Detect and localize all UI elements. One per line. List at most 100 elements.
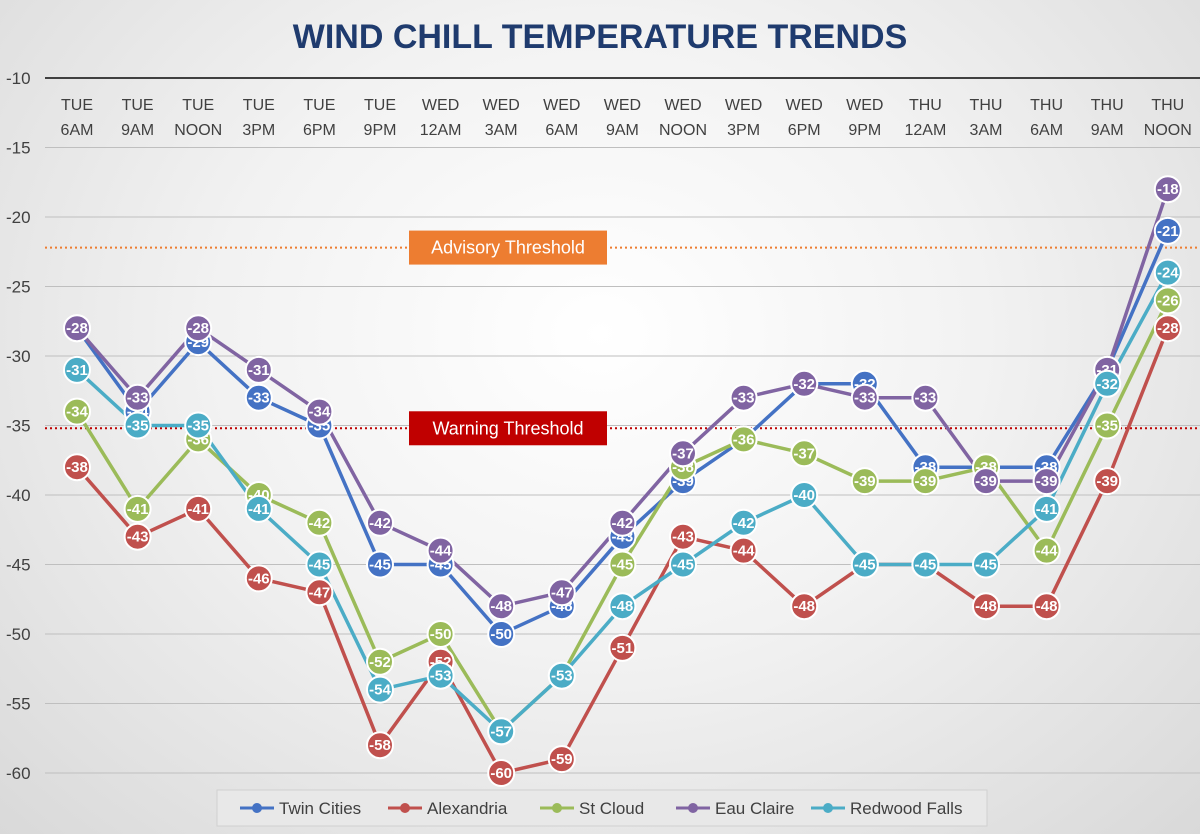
- y-tick-label: -55: [6, 695, 31, 714]
- data-label: -44: [1036, 543, 1058, 560]
- data-point: [790, 369, 819, 398]
- data-label: -60: [490, 765, 512, 782]
- threshold-label: Warning Threshold: [432, 418, 583, 438]
- data-point: [63, 453, 91, 482]
- data-label: -45: [612, 557, 634, 574]
- x-tick-label: TUE 9PM: [364, 97, 397, 139]
- data-label: -42: [369, 515, 391, 532]
- data-label: -26: [1157, 292, 1179, 309]
- chart-title: WIND CHILL TEMPERATURE TRENDS: [293, 18, 908, 56]
- y-tick-label: -45: [6, 556, 31, 575]
- data-point: [123, 411, 152, 440]
- data-label: -59: [551, 751, 573, 768]
- data-label: -42: [733, 515, 755, 532]
- data-label: -32: [793, 376, 815, 393]
- data-label: -58: [369, 737, 391, 754]
- data-label: -39: [915, 473, 937, 490]
- x-tick-label: THU 12AM: [905, 97, 947, 139]
- data-point: [1032, 494, 1061, 523]
- data-point: [972, 467, 1000, 496]
- data-point: [244, 383, 273, 412]
- data-label: -28: [66, 320, 88, 337]
- legend-entry: Alexandria: [427, 799, 508, 818]
- y-tick-label: -20: [6, 208, 31, 227]
- y-tick-label: -25: [6, 278, 31, 297]
- data-point: [123, 494, 152, 523]
- data-point: [1032, 536, 1061, 565]
- data-point: [305, 508, 334, 537]
- data-label: -51: [612, 640, 634, 657]
- x-tick-label: TUE NOON: [174, 97, 222, 139]
- data-label: -53: [551, 668, 573, 685]
- data-point: [487, 717, 516, 746]
- y-tick-label: -40: [6, 486, 31, 505]
- data-point: [184, 494, 213, 523]
- gridlines: -10 -15 -20 -25 -30 -35 -40 -45 -50 -55 -60 TUE 6AM T…: [6, 69, 1200, 783]
- data-point: [911, 467, 940, 496]
- data-point: [1093, 411, 1122, 440]
- data-point: [790, 592, 819, 621]
- data-point: [972, 550, 1000, 579]
- x-tick-label: TUE 3PM: [242, 97, 275, 139]
- data-point: [366, 675, 394, 704]
- x-tick-label: WED NOON: [659, 97, 707, 139]
- x-tick-label: WED 9AM: [604, 97, 641, 139]
- y-tick-label: -60: [6, 764, 31, 783]
- data-label: -39: [975, 473, 997, 490]
- data-label: -35: [187, 418, 209, 435]
- data-point: [547, 578, 576, 607]
- data-point: [426, 661, 455, 690]
- data-point: [850, 467, 879, 496]
- data-label: -44: [430, 543, 452, 560]
- data-point: [305, 578, 334, 607]
- data-label: -47: [551, 584, 573, 601]
- y-tick-label: -35: [6, 417, 31, 436]
- legend-entry: Redwood Falls: [850, 799, 962, 818]
- data-point: [729, 383, 758, 412]
- data-label: -43: [672, 529, 694, 546]
- data-point: [911, 550, 940, 579]
- data-point: [1153, 258, 1182, 287]
- data-point: [244, 494, 273, 523]
- data-point: [426, 620, 455, 648]
- threshold-label-box: [409, 230, 607, 265]
- data-point: [972, 592, 1000, 621]
- data-point: [184, 314, 213, 343]
- data-point: [366, 550, 394, 579]
- legend-swatch-marker: [252, 803, 262, 813]
- data-point: [669, 550, 697, 579]
- data-label: -31: [66, 362, 88, 379]
- data-label: -37: [793, 445, 815, 462]
- legend-swatch-marker: [400, 803, 410, 813]
- threshold-label-box: [409, 411, 607, 446]
- x-tick-label: WED 3AM: [483, 97, 520, 139]
- data-label: -28: [187, 320, 209, 337]
- data-label: -50: [430, 626, 452, 643]
- x-tick-label: WED 6PM: [786, 97, 823, 139]
- data-point: [729, 508, 758, 537]
- data-label: -48: [975, 598, 997, 615]
- data-point: [790, 439, 819, 468]
- data-point: [850, 383, 879, 412]
- y-tick-label: -30: [6, 347, 31, 366]
- data-point: [669, 439, 697, 468]
- data-point: [790, 481, 819, 509]
- data-label: -57: [490, 723, 512, 740]
- data-point: [63, 355, 91, 384]
- data-label: -45: [309, 557, 331, 574]
- data-point: [487, 620, 516, 648]
- data-label: -47: [309, 584, 331, 601]
- data-label: -21: [1157, 223, 1179, 240]
- data-point: [63, 314, 91, 343]
- series-line: [75, 271, 1170, 734]
- data-point: [1153, 314, 1182, 343]
- threshold-label: Advisory Threshold: [431, 238, 585, 258]
- data-point: [608, 508, 637, 537]
- data-label: -33: [733, 390, 755, 407]
- data-label: -33: [127, 390, 149, 407]
- data-label: -48: [490, 598, 512, 615]
- legend-swatch-marker: [552, 803, 562, 813]
- data-label: -45: [975, 557, 997, 574]
- threshold-lines: Advisory Threshold Warning Threshold: [45, 230, 1200, 446]
